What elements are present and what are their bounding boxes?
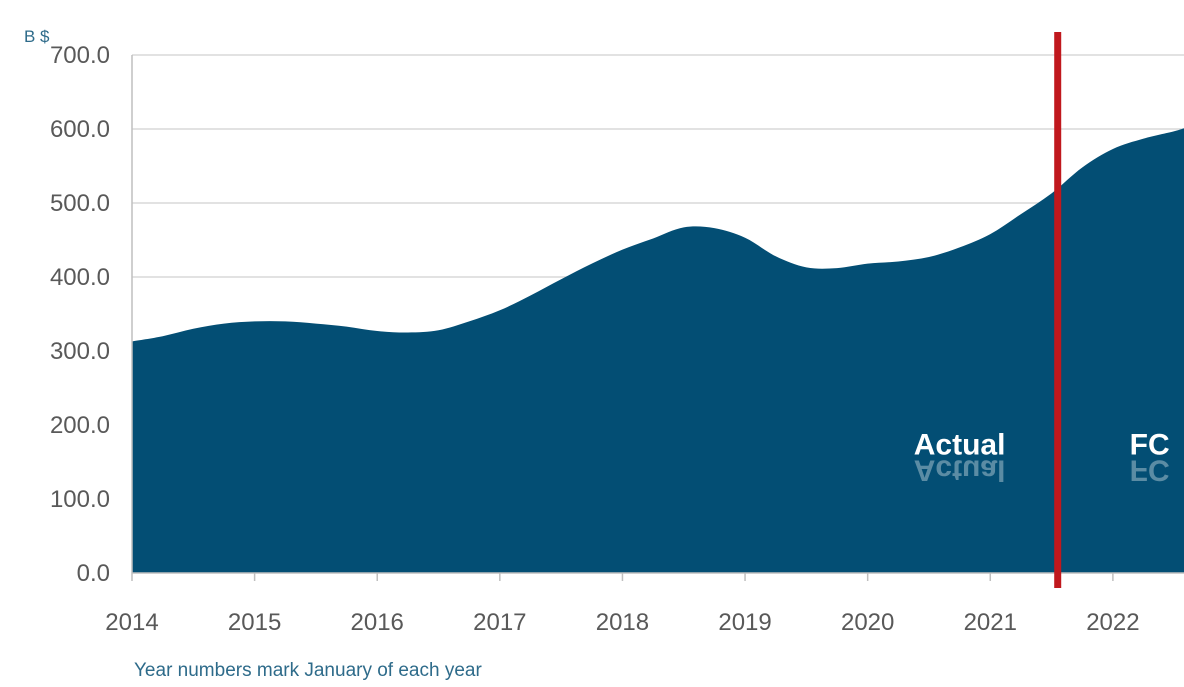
- y-axis-unit-label: B $: [24, 27, 50, 46]
- x-tick-label: 2021: [964, 609, 1017, 636]
- x-tick-label: 2019: [718, 609, 771, 636]
- x-tick-label: 2016: [351, 609, 404, 636]
- region-label: Actual: [914, 429, 1006, 462]
- y-tick-label: 500.0: [50, 190, 110, 217]
- y-tick-label: 400.0: [50, 264, 110, 291]
- axes: [131, 55, 1184, 574]
- y-tick-label: 0.0: [77, 560, 110, 587]
- region-label-reflection: FC: [1130, 454, 1170, 487]
- region-label-reflection: Actual: [914, 454, 1006, 487]
- area-series: [132, 128, 1184, 573]
- x-axis-ticks: 2014 2015 2016 2017 2018 2019 2020 2021 2022: [105, 573, 1140, 636]
- x-tick-label: 2015: [228, 609, 281, 636]
- y-tick-label: 100.0: [50, 486, 110, 513]
- x-tick-label: 2017: [473, 609, 526, 636]
- y-tick-label: 600.0: [50, 116, 110, 143]
- x-tick-label: 2020: [841, 609, 894, 636]
- region-label: FC: [1130, 429, 1170, 462]
- x-axis-note: Year numbers mark January of each year: [134, 660, 482, 681]
- x-tick-label: 2018: [596, 609, 649, 636]
- x-tick-label: 2022: [1086, 609, 1139, 636]
- x-tick-label: 2014: [105, 609, 158, 636]
- y-tick-label: 200.0: [50, 412, 110, 439]
- y-tick-label: 700.0: [50, 42, 110, 69]
- y-axis-ticks: 0.0 100.0 200.0 300.0 400.0 500.0 600.0 700.0: [50, 42, 110, 587]
- y-tick-label: 300.0: [50, 338, 110, 365]
